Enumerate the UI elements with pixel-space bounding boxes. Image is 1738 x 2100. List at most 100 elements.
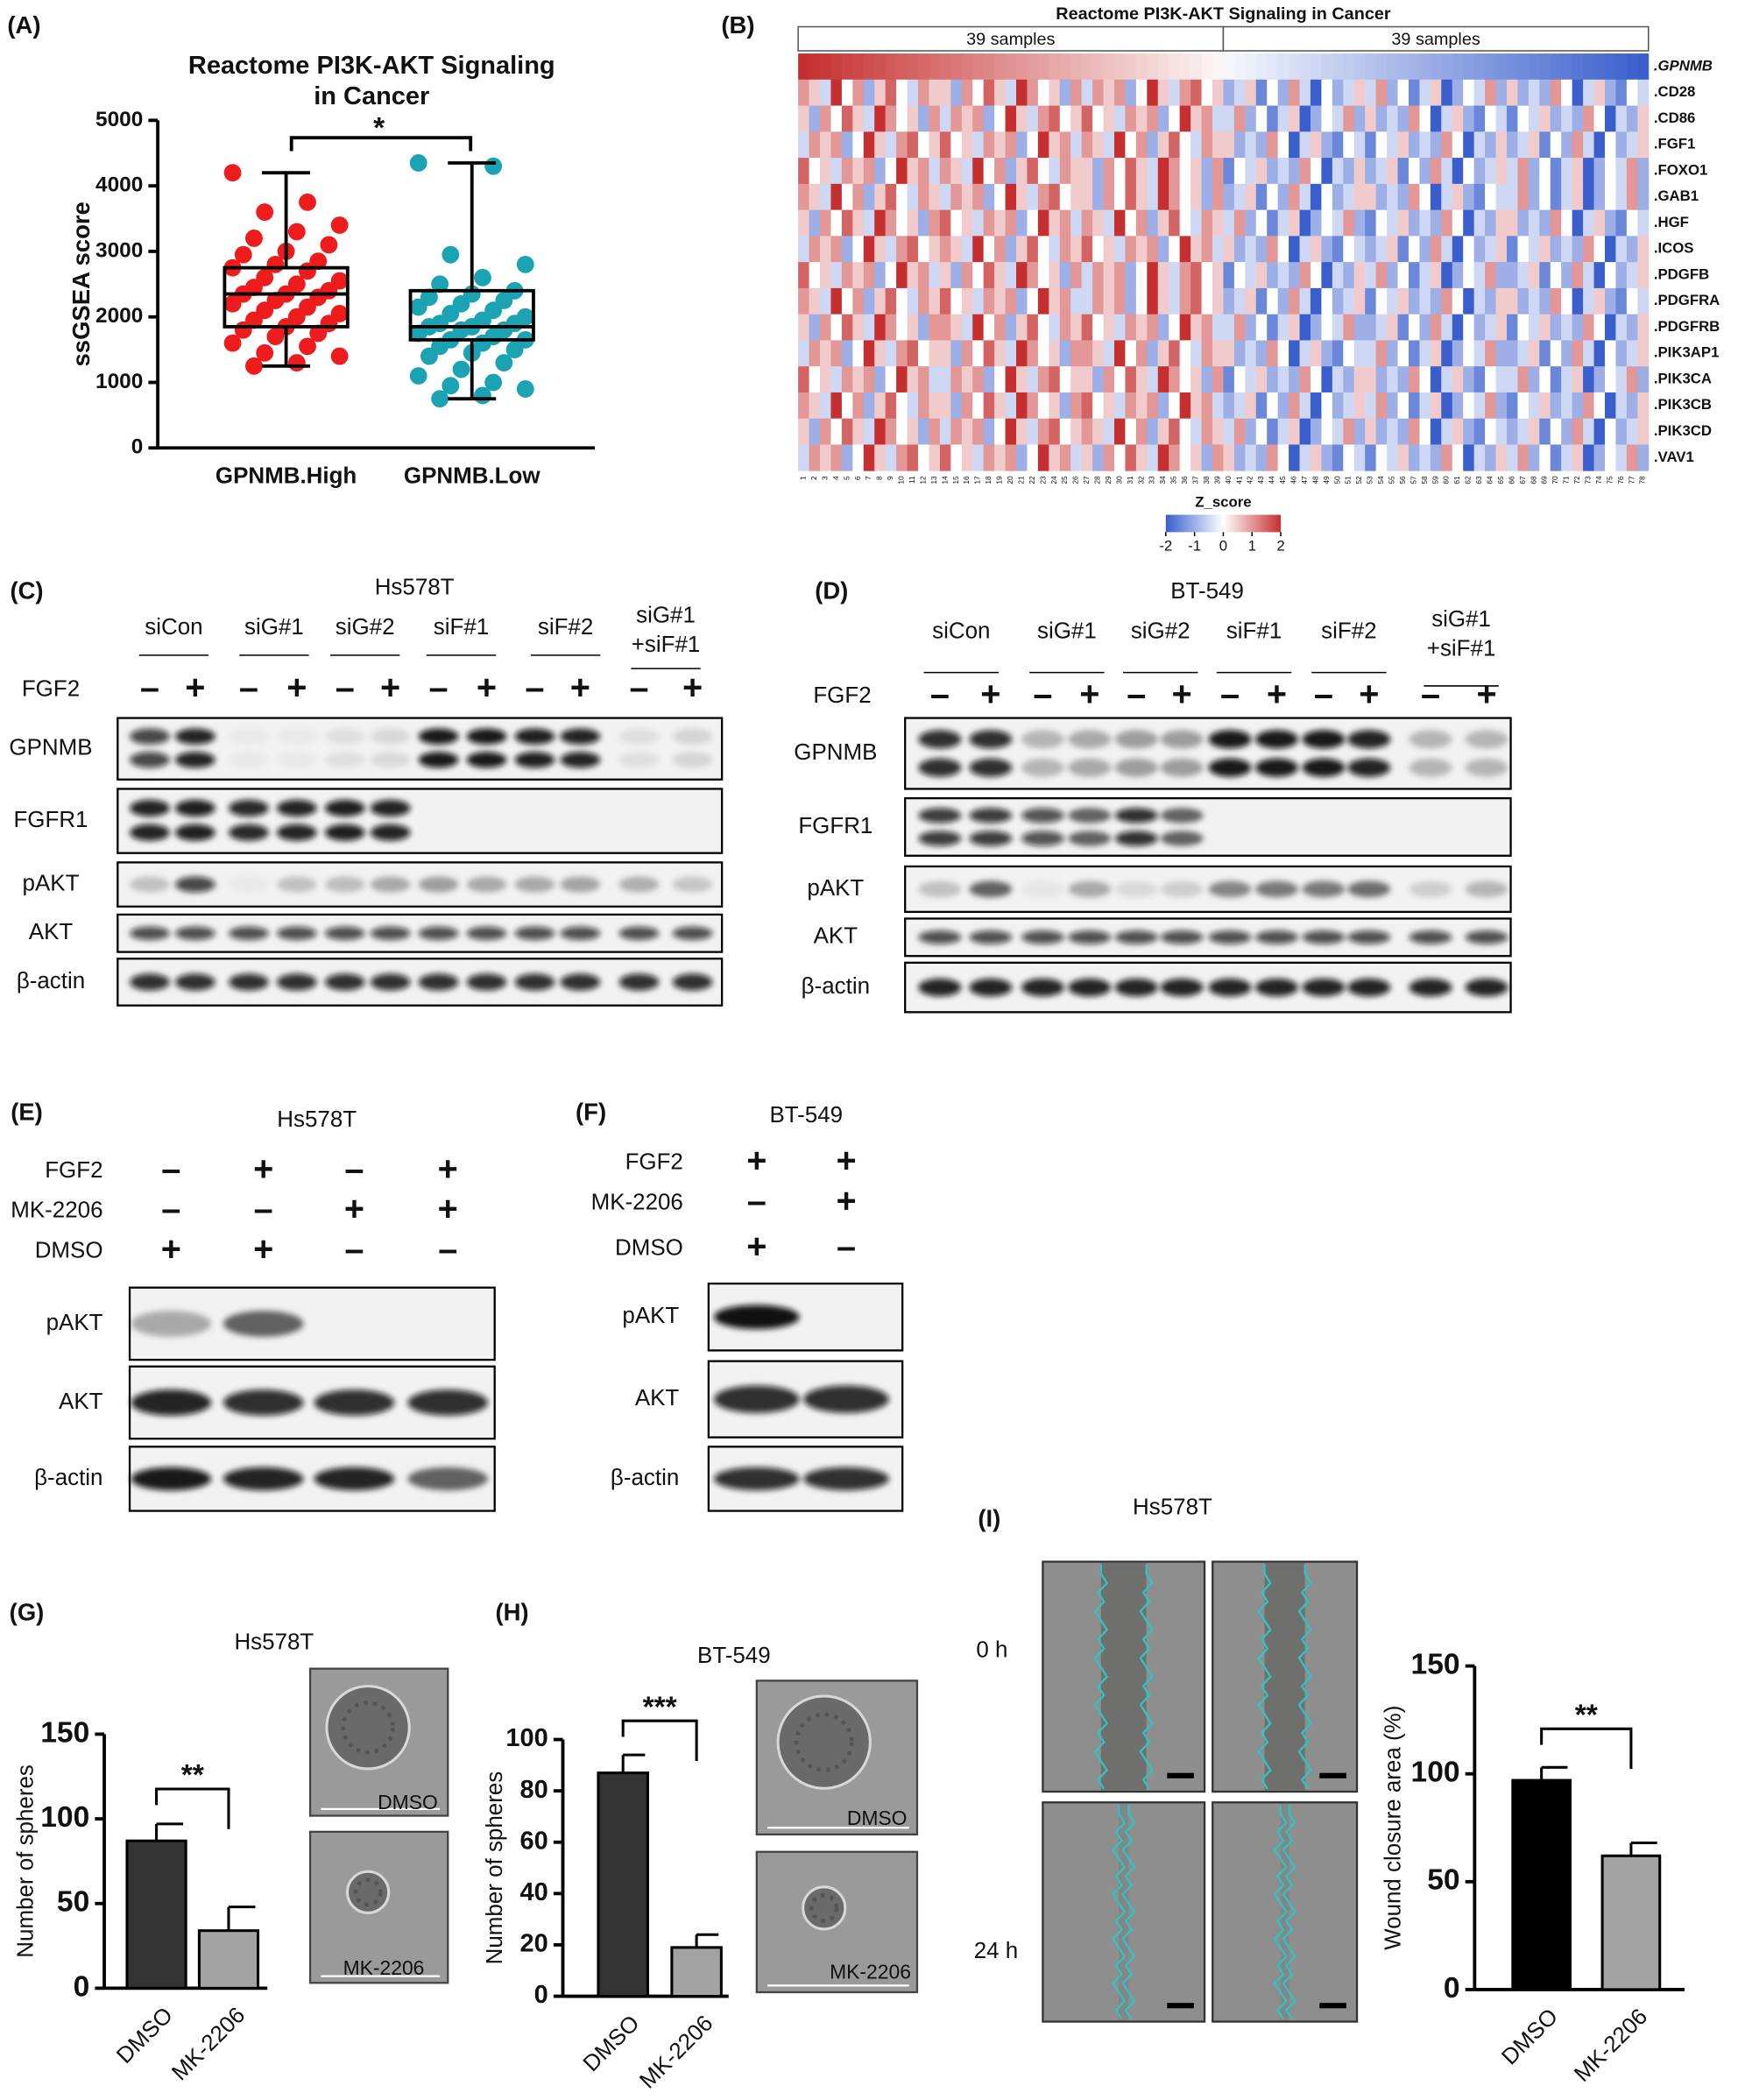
heatmap-cell <box>961 262 973 289</box>
treatment-sign: – <box>1421 675 1440 714</box>
heatmap-cell <box>1583 262 1594 289</box>
blot-band <box>1255 758 1298 777</box>
heatmap-cell <box>1169 392 1181 420</box>
heatmap-cell <box>863 287 875 315</box>
heatmap-cell <box>1539 418 1551 445</box>
column-label: 52 <box>1354 476 1363 484</box>
heatmap-cell <box>950 183 963 211</box>
heatmap-cell <box>1430 314 1442 341</box>
heatmap-cell <box>1343 183 1355 211</box>
heatmap-cell <box>1015 366 1028 393</box>
column-label: 1 <box>799 476 808 480</box>
blot-strip <box>904 717 1512 790</box>
blot-band <box>672 973 713 991</box>
heatmap-cell <box>1473 366 1486 393</box>
heatmap-cell <box>994 262 1007 289</box>
heatmap-cell <box>1212 79 1224 107</box>
heatmap-cell <box>1299 236 1311 263</box>
heatmap-cell <box>863 236 875 263</box>
heatmap-cell <box>917 236 929 263</box>
heatmap-cell <box>1375 209 1388 237</box>
heatmap-cell <box>1299 340 1311 367</box>
blot-band <box>131 1311 212 1337</box>
column-label: 32 <box>1136 476 1145 484</box>
heatmap-cell <box>1353 105 1366 132</box>
heatmap-cell <box>1267 183 1279 211</box>
heatmap-cell <box>1506 340 1518 367</box>
blot-band <box>1114 930 1158 944</box>
heatmap-cell <box>907 418 919 445</box>
heatmap-cell <box>1572 287 1584 315</box>
heatmap-cell <box>1005 236 1017 263</box>
heatmap-cell <box>1452 53 1464 81</box>
treatment-sign: + <box>980 675 1000 714</box>
heatmap-cell <box>1321 158 1333 185</box>
heatmap-cell <box>1517 444 1530 471</box>
heatmap-cell <box>1637 418 1650 445</box>
blot-row-label: FGFR1 <box>13 808 88 832</box>
heatmap-cell <box>1637 340 1650 367</box>
heatmap-cell <box>1441 79 1453 107</box>
blot-row-label: AKT <box>814 924 858 949</box>
column-label: 51 <box>1344 476 1353 484</box>
sphere-texture <box>809 1893 839 1923</box>
heatmap-cell <box>1353 236 1366 263</box>
heatmap-cell <box>1059 183 1071 211</box>
heatmap-cell <box>1081 183 1093 211</box>
blot-band <box>1255 730 1298 749</box>
heatmap-cell <box>939 444 951 471</box>
heatmap-cell <box>1190 314 1203 341</box>
heatmap-cell <box>1267 131 1279 159</box>
heatmap-cell <box>1267 392 1279 420</box>
scale-bar <box>1167 1772 1194 1778</box>
column-label: 70 <box>1551 476 1559 484</box>
heatmap-cell <box>1092 131 1105 159</box>
heatmap-cell <box>1528 262 1540 289</box>
heatmap-cell <box>1059 287 1071 315</box>
heatmap-cell <box>1135 53 1148 81</box>
heatmap-cell <box>1517 79 1530 107</box>
heatmap-cell <box>1245 209 1257 237</box>
heatmap-cell <box>1245 105 1257 132</box>
heatmap-cell <box>1419 392 1431 420</box>
heatmap-cell <box>1506 287 1518 315</box>
heatmap-cell <box>1637 183 1650 211</box>
heatmap-cell <box>994 158 1007 185</box>
heatmap-cell <box>1233 366 1246 393</box>
heatmap-cell <box>885 340 897 367</box>
group-label: +siF#1 <box>1427 637 1496 661</box>
heatmap-cell <box>1550 392 1562 420</box>
heatmap-cell <box>1113 105 1126 132</box>
heatmap-cell <box>1430 444 1442 471</box>
row-label: .PIK3CA <box>1654 370 1712 386</box>
blot-row-label: β-actin <box>802 974 870 999</box>
heatmap-cell <box>1615 287 1628 315</box>
blot-row-label: β-actin <box>611 1466 679 1490</box>
heatmap-cell <box>1561 366 1573 393</box>
heatmap-cell <box>1310 79 1322 107</box>
blot-band <box>130 824 170 841</box>
column-label: 72 <box>1572 476 1581 484</box>
heatmap-cell <box>1604 105 1616 132</box>
heatmap-cell <box>798 418 810 445</box>
heatmap-cell <box>1070 158 1083 185</box>
heatmap-cell <box>1027 418 1039 445</box>
heatmap-cell <box>1190 444 1203 471</box>
data-point <box>320 236 338 254</box>
heatmap-cell <box>1353 314 1366 341</box>
heatmap-cell <box>841 183 853 211</box>
heatmap-cell <box>1212 366 1224 393</box>
heatmap-cell <box>907 366 919 393</box>
heatmap-cell <box>1103 105 1115 132</box>
heatmap-cell <box>1637 444 1650 471</box>
column-label: 24 <box>1049 476 1058 484</box>
heatmap-cell <box>1157 183 1169 211</box>
heatmap-cell <box>1157 366 1169 393</box>
y-tick-label: 0 <box>1444 1972 1460 2005</box>
heatmap-cell <box>983 158 995 185</box>
heatmap-cell <box>1201 53 1213 81</box>
heatmap-cell <box>939 418 951 445</box>
blot-band <box>1208 880 1252 898</box>
heatmap-cell <box>1267 314 1279 341</box>
heatmap-cell <box>950 340 963 367</box>
